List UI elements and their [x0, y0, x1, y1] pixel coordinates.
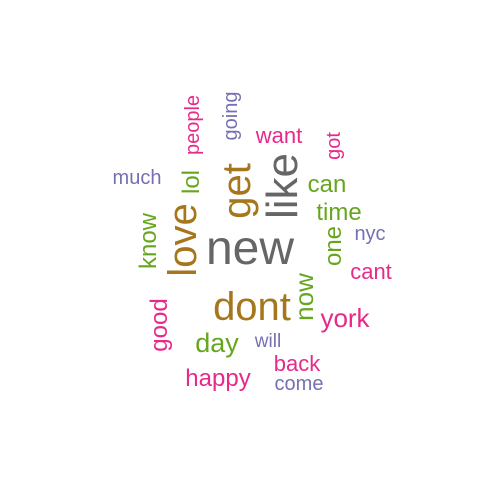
word-one: one	[320, 226, 347, 266]
word-will: will	[254, 331, 281, 352]
word-day: day	[195, 328, 239, 358]
word-get: get	[215, 163, 259, 219]
word-got: got	[323, 132, 345, 160]
word-nyc: nyc	[354, 223, 385, 245]
word-going: going	[220, 92, 242, 141]
word-dont: dont	[213, 285, 291, 329]
word-lol: lol	[178, 170, 205, 194]
word-know: know	[135, 212, 162, 269]
word-york: york	[320, 303, 370, 333]
word-much: much	[113, 167, 162, 189]
word-back: back	[274, 351, 321, 376]
word-can: can	[308, 171, 347, 198]
word-new: new	[206, 222, 294, 275]
word-come: come	[275, 373, 324, 395]
word-like: like	[258, 153, 307, 219]
word-people: people	[182, 95, 204, 155]
word-happy: happy	[185, 365, 250, 392]
word-good: good	[146, 298, 173, 351]
word-want: want	[255, 123, 302, 148]
word-love: love	[161, 203, 205, 276]
word-time: time	[316, 199, 361, 226]
word-cant: cant	[350, 259, 392, 284]
word-now: now	[289, 273, 319, 321]
